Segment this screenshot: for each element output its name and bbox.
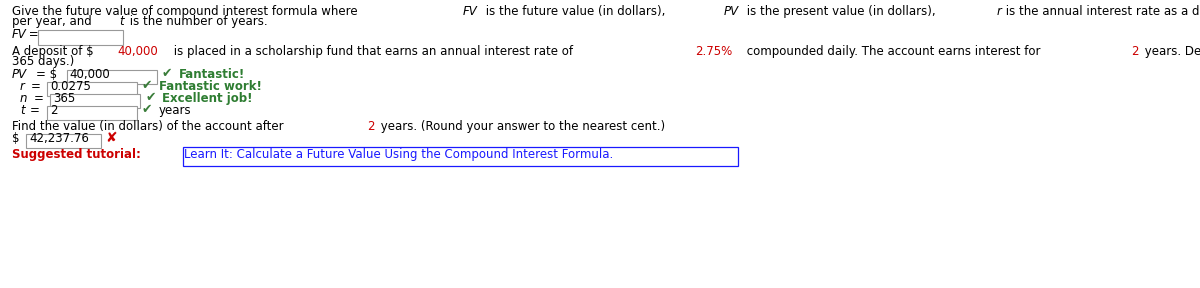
Text: 365 days.): 365 days.)	[12, 55, 74, 68]
Text: Suggested tutorial:: Suggested tutorial:	[12, 148, 145, 161]
Text: 2: 2	[367, 120, 374, 133]
Text: =: =	[25, 28, 38, 41]
Text: years. (Round your answer to the nearest cent.): years. (Round your answer to the nearest…	[377, 120, 665, 133]
Text: n: n	[20, 92, 28, 105]
Text: ✔: ✔	[142, 79, 152, 92]
Text: is the future value (in dollars),: is the future value (in dollars),	[482, 5, 668, 18]
Text: years. Determine the following values. (Assume all years have: years. Determine the following values. (…	[1141, 45, 1200, 58]
Text: years: years	[158, 104, 191, 117]
Text: 0.0275: 0.0275	[50, 80, 91, 93]
Text: Find the value (in dollars) of the account after: Find the value (in dollars) of the accou…	[12, 120, 287, 133]
Text: ✔: ✔	[162, 67, 172, 79]
Text: ✘: ✘	[106, 131, 116, 145]
Text: ✔: ✔	[145, 90, 156, 103]
Text: r: r	[20, 80, 25, 93]
Text: Fantastic work!: Fantastic work!	[160, 80, 262, 93]
Text: 40,000: 40,000	[70, 68, 110, 81]
FancyBboxPatch shape	[26, 134, 101, 148]
Text: 365: 365	[54, 92, 76, 105]
Text: FV: FV	[463, 5, 478, 18]
Text: =: =	[34, 92, 43, 105]
Text: FV: FV	[12, 28, 26, 41]
Text: =: =	[30, 104, 40, 117]
Text: 2: 2	[49, 104, 58, 117]
Text: PV: PV	[12, 68, 28, 81]
Text: Excellent job!: Excellent job!	[162, 92, 253, 105]
Text: PV: PV	[724, 5, 738, 18]
Text: is the annual interest rate as a decimal,: is the annual interest rate as a decimal…	[1002, 5, 1200, 18]
Text: t: t	[20, 104, 25, 117]
Text: Learn It: Calculate a Future Value Using the Compound Interest Formula.: Learn It: Calculate a Future Value Using…	[184, 148, 613, 161]
Text: 40,000: 40,000	[118, 45, 158, 58]
Text: A deposit of $: A deposit of $	[12, 45, 94, 58]
Text: t: t	[120, 15, 125, 28]
Text: = $: = $	[36, 68, 56, 81]
Text: ✔: ✔	[142, 103, 152, 115]
Text: is the present value (in dollars),: is the present value (in dollars),	[743, 5, 940, 18]
Text: =: =	[30, 80, 40, 93]
Text: per year, and: per year, and	[12, 15, 96, 28]
FancyBboxPatch shape	[67, 70, 157, 84]
Text: 2: 2	[1132, 45, 1139, 58]
FancyBboxPatch shape	[47, 106, 137, 120]
FancyBboxPatch shape	[47, 82, 137, 96]
Text: 42,237.76: 42,237.76	[29, 132, 89, 145]
Text: compounded daily. The account earns interest for: compounded daily. The account earns inte…	[743, 45, 1044, 58]
Text: r: r	[996, 5, 1001, 18]
Text: 2.75%: 2.75%	[695, 45, 732, 58]
Text: Fantastic!: Fantastic!	[179, 68, 245, 81]
FancyBboxPatch shape	[50, 94, 140, 108]
Text: is placed in a scholarship fund that earns an annual interest rate of: is placed in a scholarship fund that ear…	[170, 45, 577, 58]
Text: $: $	[12, 132, 19, 145]
Text: is the number of years.: is the number of years.	[126, 15, 268, 28]
Text: Give the future value of compound interest formula where: Give the future value of compound intere…	[12, 5, 361, 18]
FancyBboxPatch shape	[38, 30, 124, 45]
